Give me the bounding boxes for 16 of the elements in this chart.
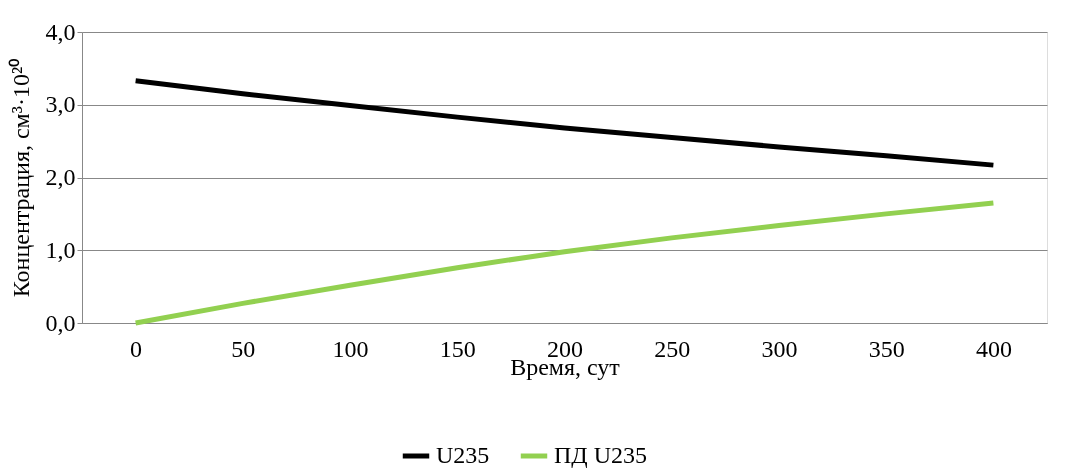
x-tick-label: 350 <box>868 335 905 362</box>
x-tick-label: 250 <box>654 335 691 362</box>
y-tick-label: 3,0 <box>45 91 76 118</box>
x-tick-label: 0 <box>130 335 143 362</box>
x-tick-label: 50 <box>231 335 256 362</box>
x-tick-label: 300 <box>761 335 798 362</box>
x-tick-label: 150 <box>439 335 476 362</box>
y-tick-label: 0,0 <box>45 309 76 336</box>
legend-label: U235 <box>436 442 490 468</box>
legend-label: ПД U235 <box>554 442 648 468</box>
x-tick-label: 400 <box>975 335 1012 362</box>
y-tick-label: 4,0 <box>45 18 76 45</box>
y-tick-label: 2,0 <box>45 164 76 190</box>
y-axis-title: Концентрация, см³·10²⁰ <box>7 58 34 298</box>
x-tick-label: 100 <box>332 335 369 362</box>
y-tick-label: 1,0 <box>45 236 76 263</box>
